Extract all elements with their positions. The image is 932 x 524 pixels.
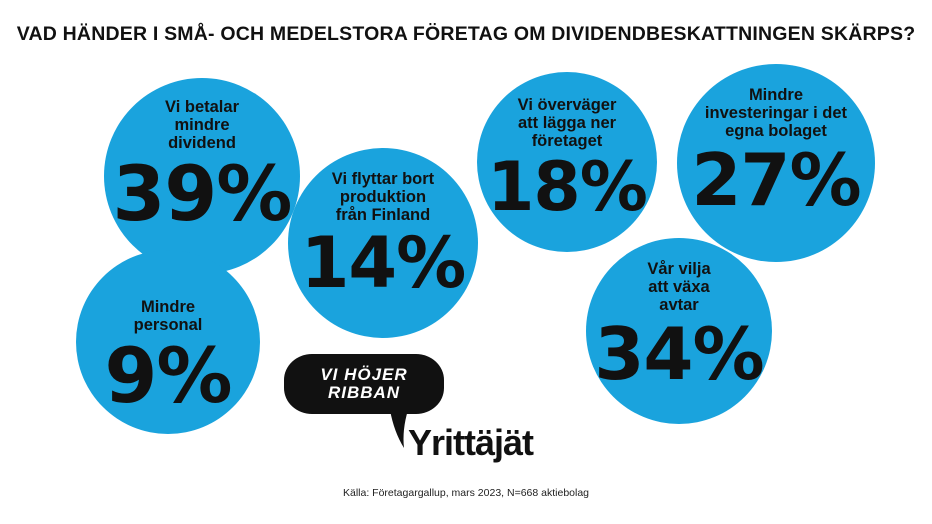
stat-label: Vi överväger att lägga ner företaget xyxy=(517,96,617,150)
chart-title: VAD HÄNDER I SMÅ- OCH MEDELSTORA FÖRETAG… xyxy=(16,23,916,45)
stat-value: 39% xyxy=(112,149,293,238)
stat-bubble: Vi flyttar bort produktion från Finland 1… xyxy=(288,148,478,338)
source-note: Källa: Företagargallup, mars 2023, N=668… xyxy=(342,487,590,499)
stat-label: Mindre personal xyxy=(133,298,203,334)
stat-label: Vår vilja att växa avtar xyxy=(647,260,711,314)
stat-value: 34% xyxy=(594,312,764,396)
stat-value: 27% xyxy=(691,138,861,222)
brand-name: Yrittäjät xyxy=(408,422,534,463)
stat-label: Vi betalar mindre dividend xyxy=(165,98,239,152)
yrittajat-logo: VI HÖJER RIBBAN Yrittäjät xyxy=(282,352,572,472)
stat-bubble: Vår vilja att växa avtar 34% xyxy=(586,238,772,424)
stat-bubble: Mindre investeringar i det egna bolaget 2… xyxy=(677,64,875,262)
stat-bubble: Mindre personal 9% xyxy=(76,250,260,434)
stat-bubble: Vi överväger att lägga ner företaget 18% xyxy=(477,72,657,252)
stat-value: 18% xyxy=(487,148,648,227)
speech-bubble: VI HÖJER RIBBAN xyxy=(284,354,444,414)
stat-value: 9% xyxy=(104,331,232,420)
speech-tail-icon xyxy=(390,410,408,448)
stat-value: 14% xyxy=(300,222,467,304)
stat-label: Mindre investeringar i det egna bolaget xyxy=(704,86,848,140)
stat-bubble: Vi betalar mindre dividend 39% xyxy=(104,78,300,274)
logo-slogan-line2: RIBBAN xyxy=(327,383,401,402)
stat-label: Vi flyttar bort produktion från Finland xyxy=(331,170,435,224)
logo-slogan-line1: VI HÖJER xyxy=(320,365,408,384)
